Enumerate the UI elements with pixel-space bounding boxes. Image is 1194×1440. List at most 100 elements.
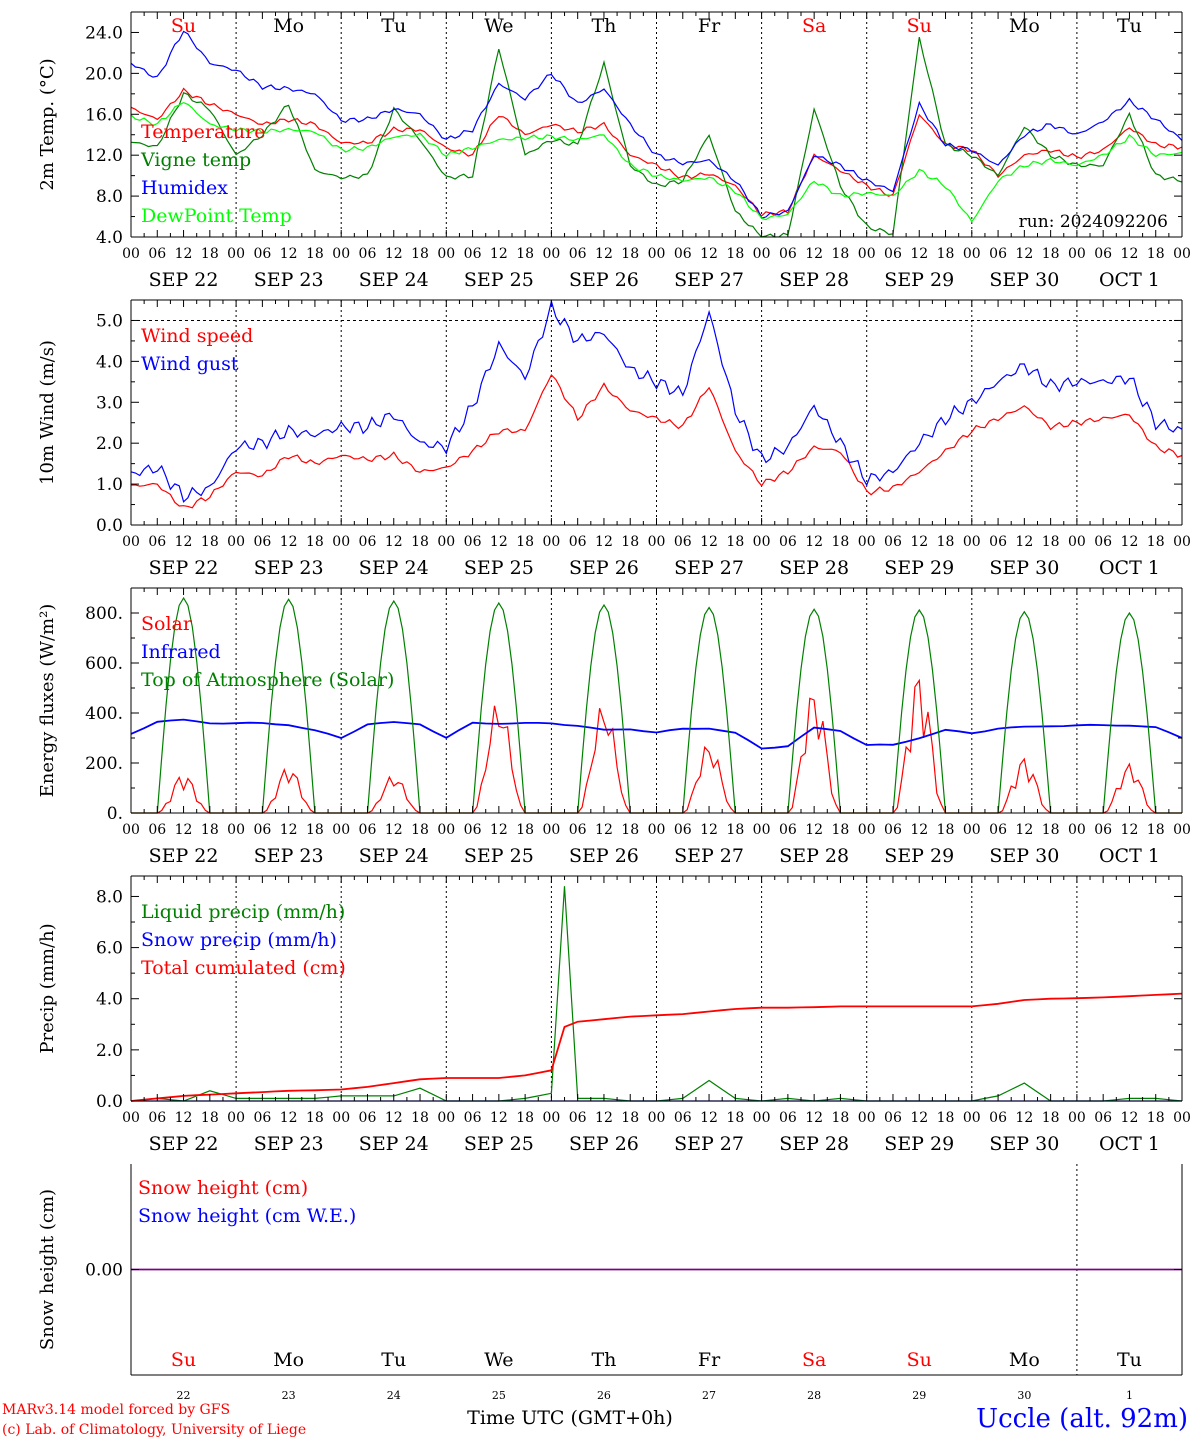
hour-tick-label: 06 xyxy=(674,1110,692,1126)
weekday-label: We xyxy=(484,1349,513,1371)
y-tick-label: 0.0 xyxy=(96,516,123,536)
hour-tick-label: 18 xyxy=(411,534,429,550)
day-label: OCT 1 xyxy=(1099,269,1160,291)
y-tick-label: 0.00 xyxy=(85,1261,123,1281)
panel-1: 4.0 8.0 12.0 16.0 20.0 24.0 2m Temp. (°C) 00 06 1… xyxy=(37,11,1191,291)
day-number-label: 26 xyxy=(597,1389,611,1402)
day-label: SEP 22 xyxy=(149,1133,219,1155)
hour-tick-label: 12 xyxy=(700,534,718,550)
hour-tick-label: 18 xyxy=(1042,822,1060,838)
hour-tick-label: 12 xyxy=(280,246,298,262)
hour-tick-label: 12 xyxy=(490,246,508,262)
hour-tick-label: 00 xyxy=(1068,534,1086,550)
hour-tick-label: 18 xyxy=(201,822,219,838)
y-axis-label: Snow height (cm) xyxy=(37,1189,58,1350)
legend-entry: Vigne temp xyxy=(140,149,251,171)
hour-tick-label: 12 xyxy=(1015,534,1033,550)
hour-tick-label: 00 xyxy=(542,246,560,262)
hour-tick-label: 18 xyxy=(937,246,955,262)
hour-tick-label: 18 xyxy=(1042,1110,1060,1126)
hour-tick-label: 18 xyxy=(201,534,219,550)
y-tick-label: 4.0 xyxy=(96,352,123,372)
y-tick-label: 8.0 xyxy=(96,187,123,207)
hour-tick-label: 06 xyxy=(569,822,587,838)
hour-tick-label: 06 xyxy=(779,822,797,838)
day-label: SEP 28 xyxy=(779,1133,849,1155)
hour-tick-label: 12 xyxy=(490,1110,508,1126)
hour-tick-label: 00 xyxy=(963,246,981,262)
hour-tick-label: 00 xyxy=(963,534,981,550)
hour-tick-label: 06 xyxy=(464,534,482,550)
day-label: SEP 27 xyxy=(674,845,744,867)
day-label: SEP 23 xyxy=(254,557,324,579)
weekday-label: Th xyxy=(591,1349,616,1371)
hour-tick-label: 18 xyxy=(516,534,534,550)
weekday-label: Tu xyxy=(1117,1349,1142,1371)
hour-tick-label: 06 xyxy=(569,246,587,262)
footer-lab: (c) Lab. of Climatology, University of L… xyxy=(2,1422,306,1438)
y-tick-label: 0. xyxy=(107,804,123,824)
day-label: SEP 22 xyxy=(149,845,219,867)
hour-tick-label: 12 xyxy=(385,534,403,550)
legend-entry: Snow height (cm W.E.) xyxy=(138,1205,356,1227)
day-label: SEP 30 xyxy=(989,1133,1059,1155)
y-tick-label: 4.0 xyxy=(96,228,123,248)
day-label: SEP 25 xyxy=(464,557,534,579)
hour-tick-label: 12 xyxy=(595,246,613,262)
day-label: SEP 22 xyxy=(149,269,219,291)
hour-tick-label: 06 xyxy=(674,822,692,838)
day-label: SEP 23 xyxy=(254,1133,324,1155)
hour-tick-label: 18 xyxy=(1147,1110,1165,1126)
station-label: Uccle (alt. 92m) xyxy=(976,1404,1188,1434)
day-label: SEP 27 xyxy=(674,557,744,579)
day-number-label: 23 xyxy=(282,1389,296,1402)
weekday-label: Su xyxy=(907,1349,932,1371)
y-tick-label: 2.0 xyxy=(96,1041,123,1061)
hour-tick-label: 06 xyxy=(884,822,902,838)
hour-tick-label: 06 xyxy=(989,534,1007,550)
y-tick-label: 800. xyxy=(85,604,123,624)
hour-tick-label: 00 xyxy=(648,822,666,838)
day-label: SEP 24 xyxy=(359,557,429,579)
run-annotation: run: 2024092206 xyxy=(1019,212,1168,232)
hour-tick-label: 18 xyxy=(726,822,744,838)
hour-tick-label: 06 xyxy=(464,822,482,838)
hour-tick-label: 18 xyxy=(516,246,534,262)
hour-tick-label: 00 xyxy=(1173,534,1191,550)
legend-entry: Top of Atmosphere (Solar) xyxy=(141,669,394,691)
y-tick-label: 8.0 xyxy=(96,887,123,907)
hour-tick-label: 12 xyxy=(385,1110,403,1126)
hour-tick-label: 00 xyxy=(1173,822,1191,838)
hour-tick-label: 00 xyxy=(753,1110,771,1126)
y-tick-label: 400. xyxy=(85,704,123,724)
hour-tick-label: 12 xyxy=(280,822,298,838)
hour-tick-label: 00 xyxy=(122,822,140,838)
hour-tick-label: 06 xyxy=(1094,822,1112,838)
day-label: SEP 27 xyxy=(674,1133,744,1155)
hour-tick-label: 00 xyxy=(753,534,771,550)
hour-tick-label: 12 xyxy=(385,246,403,262)
day-number-label: 1 xyxy=(1126,1389,1133,1402)
hour-tick-label: 00 xyxy=(122,534,140,550)
y-axis-label: 2m Temp. (°C) xyxy=(37,58,58,190)
hour-tick-label: 18 xyxy=(937,822,955,838)
hour-tick-label: 12 xyxy=(805,246,823,262)
hour-tick-label: 06 xyxy=(779,1110,797,1126)
hour-tick-label: 12 xyxy=(910,822,928,838)
weekday-label: Sa xyxy=(802,15,826,37)
panel-5: 0.00 Snow height (cm) Su Mo Tu We Th Fr Sa Su Mo Tu… xyxy=(37,1164,1183,1402)
legend-entry: Total cumulated (cm) xyxy=(141,957,346,979)
legend-entry: Humidex xyxy=(141,177,228,199)
hour-tick-label: 00 xyxy=(858,1110,876,1126)
hour-tick-label: 18 xyxy=(621,246,639,262)
legend-entry: Infrared xyxy=(141,641,221,663)
hour-tick-label: 00 xyxy=(227,246,245,262)
hour-tick-label: 00 xyxy=(542,1110,560,1126)
hour-tick-label: 06 xyxy=(989,822,1007,838)
day-label: SEP 25 xyxy=(464,269,534,291)
hour-tick-label: 00 xyxy=(858,822,876,838)
y-tick-label: 16.0 xyxy=(85,105,123,125)
hour-tick-label: 00 xyxy=(1068,246,1086,262)
hour-tick-label: 18 xyxy=(1042,534,1060,550)
